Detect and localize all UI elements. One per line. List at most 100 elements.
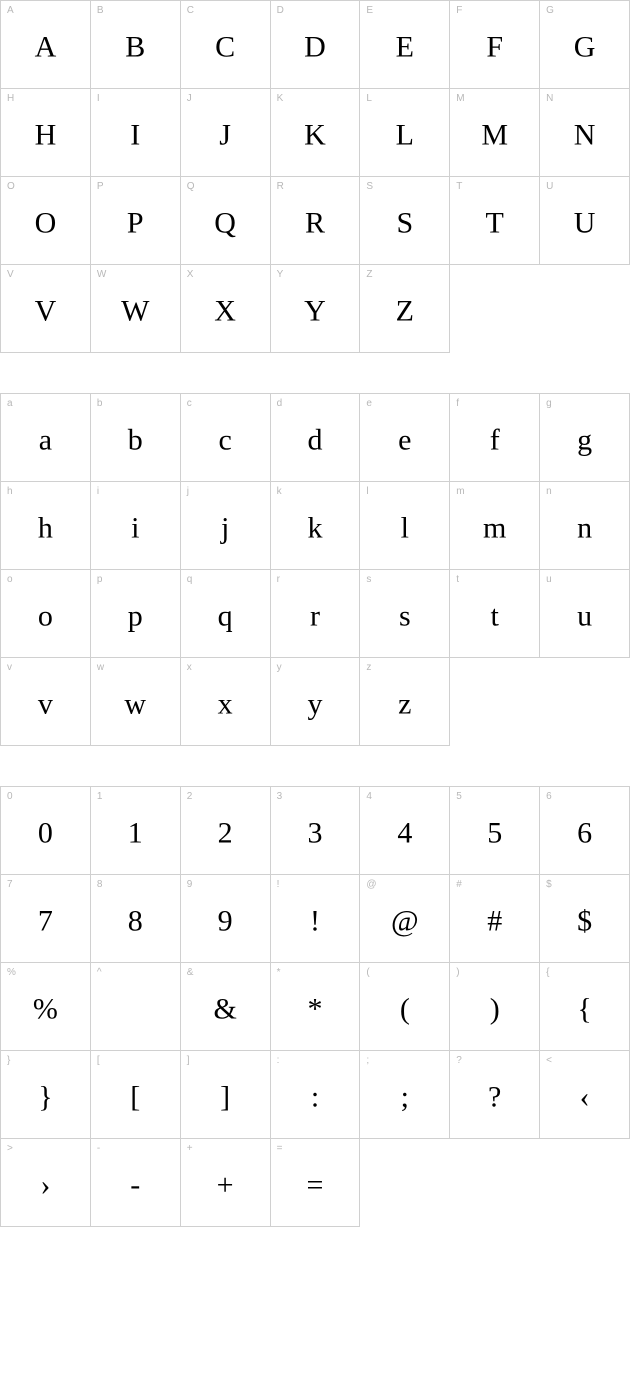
glyph-key-label: S bbox=[366, 181, 373, 192]
glyph-key-label: 6 bbox=[546, 791, 552, 802]
glyph-section-lowercase: aabbccddeeffgghhiijjkkllmmnnooppqqrrsstt… bbox=[0, 393, 630, 746]
glyph-cell: <‹ bbox=[540, 1051, 630, 1139]
glyph-display: E bbox=[396, 30, 414, 64]
glyph-key-label: y bbox=[277, 662, 282, 673]
glyph-cell: LL bbox=[360, 89, 450, 177]
glyph-cell: xx bbox=[181, 658, 271, 746]
glyph-cell: DD bbox=[271, 1, 361, 89]
glyph-key-label: * bbox=[277, 967, 281, 978]
glyph-key-label: H bbox=[7, 93, 14, 104]
glyph-display: z bbox=[398, 687, 411, 721]
empty-cell bbox=[540, 658, 630, 746]
glyph-display: i bbox=[131, 511, 139, 545]
glyph-cell: nn bbox=[540, 482, 630, 570]
glyph-cell: WW bbox=[91, 265, 181, 353]
glyph-key-label: a bbox=[7, 398, 13, 409]
glyph-cell: KK bbox=[271, 89, 361, 177]
glyph-display: U bbox=[574, 206, 596, 240]
glyph-display: x bbox=[218, 687, 233, 721]
glyph-key-label: : bbox=[277, 1055, 280, 1066]
glyph-key-label: g bbox=[546, 398, 552, 409]
glyph-cell: ]] bbox=[181, 1051, 271, 1139]
glyph-cell: II bbox=[91, 89, 181, 177]
glyph-display: 0 bbox=[38, 816, 53, 850]
glyph-display: l bbox=[401, 511, 409, 545]
glyph-cell: !! bbox=[271, 875, 361, 963]
glyph-display: @ bbox=[391, 904, 419, 938]
glyph-display: % bbox=[33, 992, 58, 1026]
glyph-display: 1 bbox=[128, 816, 143, 850]
glyph-key-label: } bbox=[7, 1055, 10, 1066]
glyph-key-label: 1 bbox=[97, 791, 103, 802]
glyph-cell: yy bbox=[271, 658, 361, 746]
glyph-key-label: u bbox=[546, 574, 552, 585]
glyph-key-label: M bbox=[456, 93, 464, 104]
glyph-cell: == bbox=[271, 1139, 361, 1227]
glyph-cell: $$ bbox=[540, 875, 630, 963]
glyph-display: c bbox=[218, 423, 231, 457]
glyph-display: e bbox=[398, 423, 411, 457]
glyph-display: r bbox=[310, 599, 320, 633]
glyph-display: F bbox=[486, 30, 503, 64]
glyph-cell: bb bbox=[91, 394, 181, 482]
glyph-key-label: ; bbox=[366, 1055, 369, 1066]
glyph-cell: oo bbox=[1, 570, 91, 658]
glyph-key-label: T bbox=[456, 181, 462, 192]
glyph-cell: qq bbox=[181, 570, 271, 658]
glyph-key-label: J bbox=[187, 93, 192, 104]
glyph-cell: ss bbox=[360, 570, 450, 658]
glyph-cell: :: bbox=[271, 1051, 361, 1139]
glyph-key-label: t bbox=[456, 574, 459, 585]
glyph-cell: 77 bbox=[1, 875, 91, 963]
glyph-display: v bbox=[38, 687, 53, 721]
glyph-display: Z bbox=[396, 294, 414, 328]
glyph-cell: ll bbox=[360, 482, 450, 570]
glyph-display: 8 bbox=[128, 904, 143, 938]
glyph-key-label: F bbox=[456, 5, 462, 16]
glyph-display: C bbox=[215, 30, 235, 64]
glyph-key-label: P bbox=[97, 181, 104, 192]
glyph-display: 9 bbox=[218, 904, 233, 938]
glyph-key-label: ^ bbox=[97, 967, 102, 978]
glyph-display: ; bbox=[401, 1080, 409, 1114]
glyph-key-label: E bbox=[366, 5, 373, 16]
glyph-display: 6 bbox=[577, 816, 592, 850]
glyph-key-label: d bbox=[277, 398, 283, 409]
empty-cell bbox=[540, 1139, 630, 1227]
glyph-display: } bbox=[38, 1080, 52, 1114]
glyph-cell: HH bbox=[1, 89, 91, 177]
glyph-key-label: c bbox=[187, 398, 192, 409]
glyph-key-label: o bbox=[7, 574, 13, 585]
glyph-cell: ?? bbox=[450, 1051, 540, 1139]
glyph-key-label: ( bbox=[366, 967, 369, 978]
glyph-key-label: 3 bbox=[277, 791, 283, 802]
glyph-display: L bbox=[396, 118, 414, 152]
glyph-key-label: = bbox=[277, 1143, 283, 1154]
glyph-key-label: Z bbox=[366, 269, 372, 280]
glyph-cell: CC bbox=[181, 1, 271, 89]
empty-cell bbox=[450, 265, 540, 353]
glyph-display: + bbox=[217, 1168, 234, 1202]
glyph-cell: TT bbox=[450, 177, 540, 265]
glyph-key-label: x bbox=[187, 662, 192, 673]
glyph-cell: && bbox=[181, 963, 271, 1051]
glyph-cell: >› bbox=[1, 1139, 91, 1227]
glyph-key-label: & bbox=[187, 967, 194, 978]
glyph-key-label: ! bbox=[277, 879, 280, 890]
glyph-display: X bbox=[214, 294, 236, 328]
glyph-display: j bbox=[221, 511, 229, 545]
glyph-cell: @@ bbox=[360, 875, 450, 963]
glyph-key-label: W bbox=[97, 269, 106, 280]
glyph-key-label: 9 bbox=[187, 879, 193, 890]
glyph-display: K bbox=[304, 118, 326, 152]
glyph-key-label: q bbox=[187, 574, 193, 585]
glyph-display: 2 bbox=[218, 816, 233, 850]
glyph-display: N bbox=[574, 118, 596, 152]
glyph-display: V bbox=[35, 294, 57, 328]
glyph-key-label: 5 bbox=[456, 791, 462, 802]
glyph-display: Y bbox=[304, 294, 326, 328]
glyph-key-label: L bbox=[366, 93, 372, 104]
glyph-display: h bbox=[38, 511, 53, 545]
glyph-display: f bbox=[490, 423, 500, 457]
glyph-key-label: 8 bbox=[97, 879, 103, 890]
